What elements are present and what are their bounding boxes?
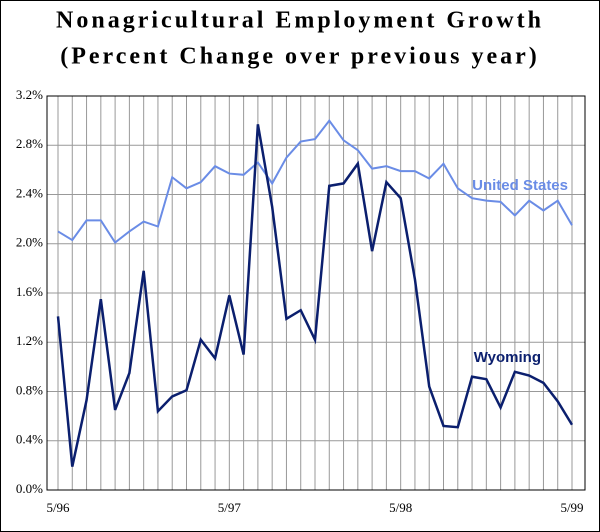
series-line: [56, 124, 574, 467]
plot-border: [46, 95, 586, 491]
y-tick-label: 2.0%: [16, 235, 43, 250]
y-tick-label: 1.6%: [16, 284, 43, 299]
x-tick-label: 5/97: [218, 500, 242, 515]
series-label: Wyoming: [474, 349, 541, 366]
y-tick-label: 0.0%: [16, 481, 43, 496]
series-label: United States: [472, 177, 568, 194]
y-tick-label: 2.8%: [16, 136, 43, 151]
series-line: [57, 118, 573, 244]
y-tick-label: 0.8%: [16, 382, 43, 397]
y-tick-label: 2.4%: [16, 185, 43, 200]
x-tick-label: 5/99: [560, 500, 583, 515]
x-tick-label: 5/96: [46, 500, 70, 515]
x-tick-label: 5/98: [389, 500, 412, 515]
y-tick-label: 1.2%: [16, 333, 43, 348]
y-tick-label: 0.4%: [16, 432, 43, 447]
y-tick-label: 3.2%: [16, 87, 43, 102]
chart-subtitle: (Percent Change over previous year): [60, 44, 540, 70]
chart-title: Nonagricultural Employment Growth: [56, 8, 544, 34]
